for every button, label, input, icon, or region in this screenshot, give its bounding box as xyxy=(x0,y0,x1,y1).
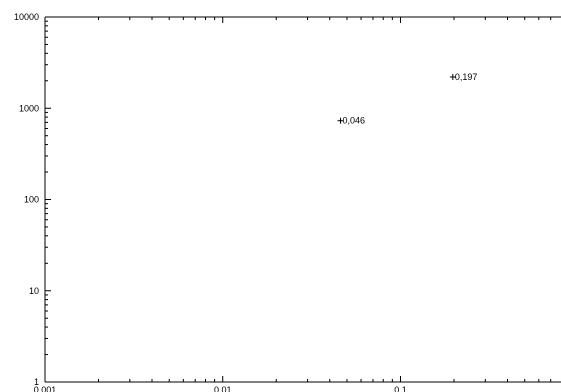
y-tick-label: 10 xyxy=(29,286,39,296)
minor-ticks xyxy=(45,17,552,382)
data-points: 0,046 0,197 xyxy=(337,72,478,126)
x-axis-tick-labels: 0,001 0,01 0,1 xyxy=(34,385,407,392)
data-point: 0,046 xyxy=(337,116,366,126)
y-tick-label: 1000 xyxy=(19,103,39,113)
major-ticks xyxy=(44,16,401,383)
y-tick-label: 100 xyxy=(24,195,39,205)
x-tick-label: 0,01 xyxy=(214,385,232,392)
y-tick-label: 1 xyxy=(34,377,39,387)
plot-frame xyxy=(44,16,561,383)
data-label: 0,046 xyxy=(343,116,366,126)
y-axis-tick-labels: 1 10 100 1000 10000 xyxy=(14,12,39,387)
y-tick-label: 10000 xyxy=(14,12,39,22)
x-tick-label: 0,1 xyxy=(394,385,407,392)
data-point: 0,197 xyxy=(449,72,478,82)
data-label: 0,197 xyxy=(455,72,478,82)
x-tick-label: 0,001 xyxy=(34,385,57,392)
